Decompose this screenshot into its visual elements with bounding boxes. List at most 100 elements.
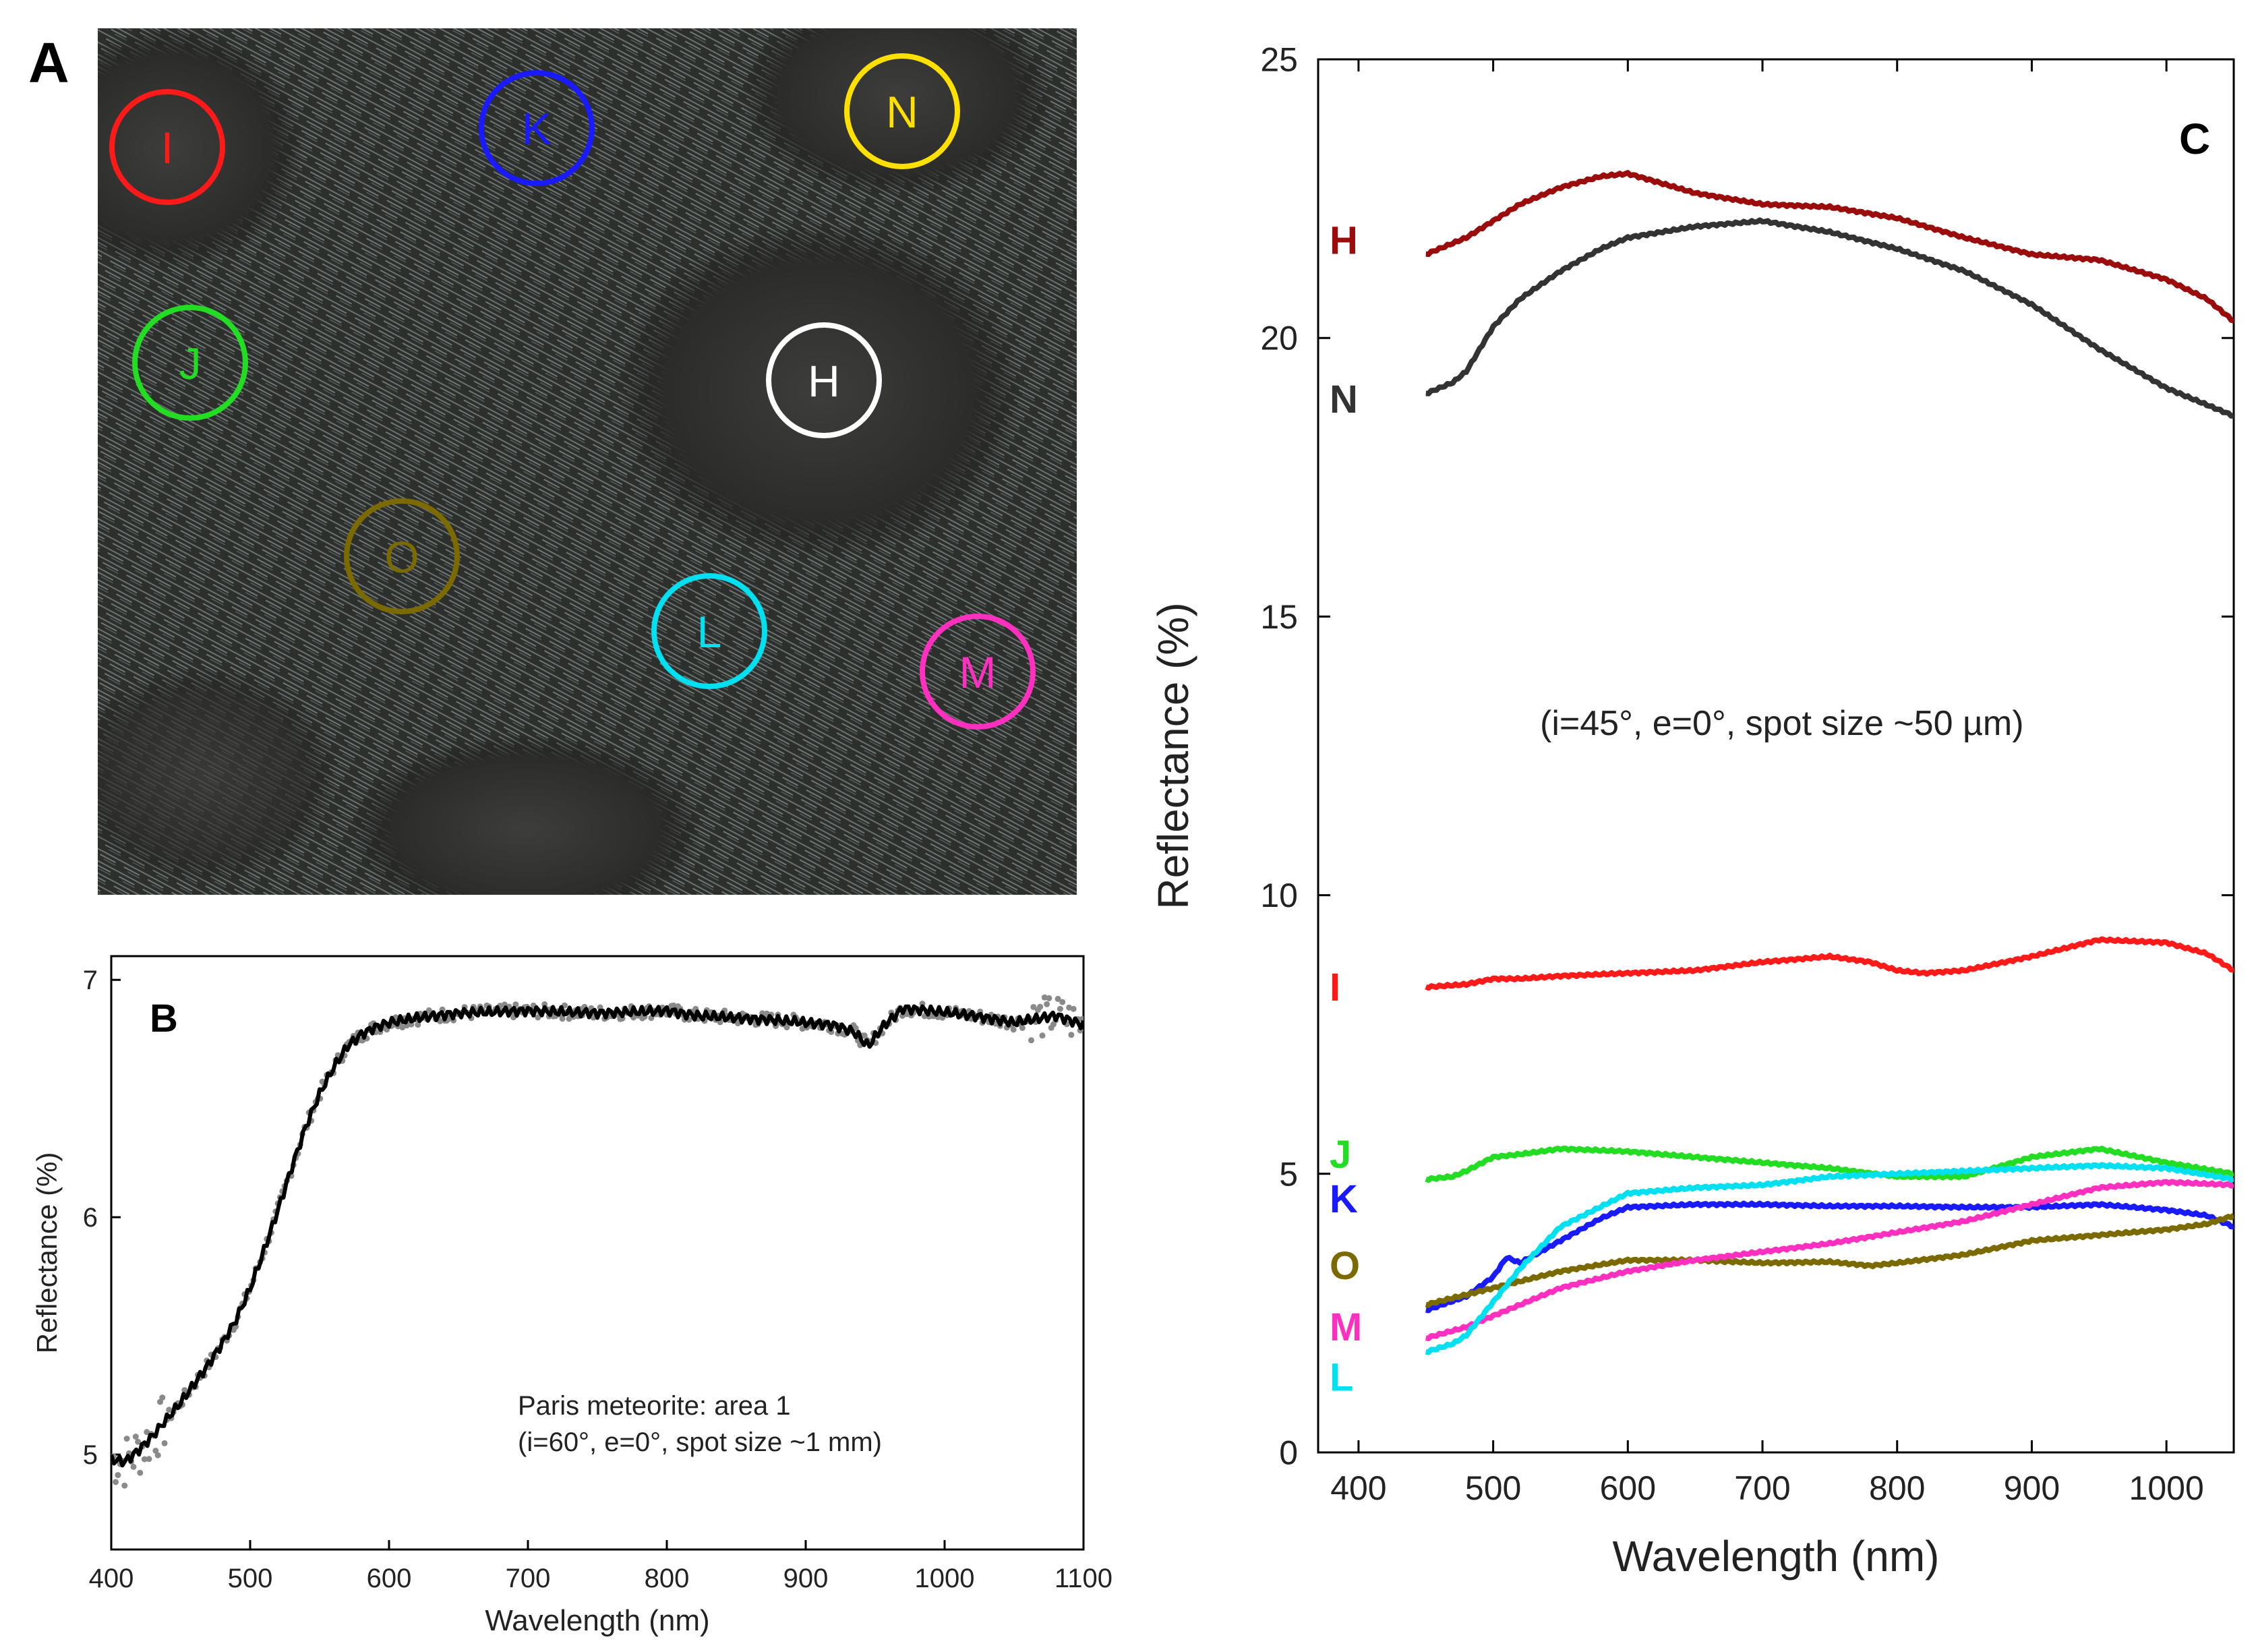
series-label-h: H xyxy=(1330,219,1358,263)
micrograph-dark-area xyxy=(351,735,701,895)
micrograph-chondrule xyxy=(617,223,1021,560)
measurement-point xyxy=(1028,1037,1034,1044)
spot-label: N xyxy=(886,87,918,137)
measurement-point xyxy=(1037,1003,1044,1010)
panel-c-x-label: Wavelength (nm) xyxy=(1613,1532,1940,1581)
spot-marker-m: M xyxy=(920,614,1036,730)
spot-label: J xyxy=(179,338,202,388)
panel-b-letter: B xyxy=(150,997,178,1040)
measurement-point xyxy=(1039,1032,1046,1039)
measurement-point xyxy=(1044,1001,1050,1007)
measurement-point xyxy=(1059,999,1066,1005)
x-tick-label: 800 xyxy=(1869,1469,1925,1507)
series-label-o: O xyxy=(1330,1244,1360,1288)
series-label-i: I xyxy=(1330,966,1340,1009)
series-line-o xyxy=(1425,1213,2234,1308)
measurement-point xyxy=(1030,1004,1037,1010)
spot-circle xyxy=(344,498,460,614)
measurement-point xyxy=(1019,1024,1026,1031)
series-label-k: K xyxy=(1330,1177,1358,1221)
panel-b-chart: 400 500 600 700 800 900 1000 1100 5 6 7 B Paris me… xyxy=(31,955,1112,1637)
micrograph-dark-area xyxy=(98,28,303,270)
spot-marker-o: O xyxy=(344,498,460,614)
spot-marker-l: L xyxy=(651,573,767,689)
micrograph-dark-area xyxy=(98,668,337,883)
measurement-point xyxy=(166,1407,173,1413)
measurement-point xyxy=(113,1479,119,1485)
series-label-j: J xyxy=(1330,1133,1351,1177)
measurement-point xyxy=(154,1452,161,1458)
y-tick-label: 20 xyxy=(1260,320,1298,357)
measurement-point xyxy=(132,1434,139,1440)
series-label-n: N xyxy=(1330,378,1358,421)
panel-c-letter: C xyxy=(2179,115,2210,163)
measurement-point xyxy=(152,1448,159,1454)
micrograph-dark-area xyxy=(742,28,1052,196)
measurement-point xyxy=(161,1440,168,1446)
spot-circle xyxy=(920,614,1036,730)
panel-b-y-label: Reflectance (%) xyxy=(31,1152,63,1354)
y-tick-label: 5 xyxy=(1279,1155,1298,1193)
measurement-point xyxy=(1046,995,1052,1001)
measurement-point xyxy=(115,1472,121,1479)
spot-marker-j: J xyxy=(132,305,248,421)
series-line-smoothed xyxy=(111,1004,1084,1468)
x-tick-label: 900 xyxy=(783,1564,829,1593)
x-tick-label: 1000 xyxy=(2129,1469,2204,1507)
spot-marker-k: K xyxy=(479,70,595,186)
panel-c-annotation: (i=45°, e=0°, spot size ~50 µm) xyxy=(1540,704,2024,743)
x-tick-label: 700 xyxy=(506,1564,551,1593)
x-tick-label: 500 xyxy=(1465,1469,1521,1507)
measurement-point xyxy=(181,1387,188,1394)
spot-circle xyxy=(109,89,225,205)
x-tick-label: 900 xyxy=(2004,1469,2060,1507)
measurement-point xyxy=(137,1469,144,1476)
series-label-m: M xyxy=(1330,1305,1362,1349)
measurement-point xyxy=(559,1015,566,1022)
spot-circle xyxy=(651,573,767,689)
x-tick-label: 400 xyxy=(89,1564,134,1593)
spot-marker-n: N xyxy=(844,53,960,169)
spot-circle xyxy=(844,53,960,169)
spot-marker-i: I xyxy=(109,89,225,205)
panel-c-y-label: Reflectance (%) xyxy=(1149,602,1197,909)
x-tick-label: 400 xyxy=(1330,1469,1386,1507)
panel-b-annotation-line2: (i=60°, e=0°, spot size ~1 mm) xyxy=(518,1427,882,1457)
panel-c-chart: 400 500 600 700 800 900 1000 0 5 10 15 20 25 H N I JKOM… xyxy=(1149,41,2235,1581)
series-line-k xyxy=(1425,1200,2234,1314)
measurement-point xyxy=(130,1463,137,1470)
measurement-point xyxy=(852,1025,859,1032)
y-tick-label: 0 xyxy=(1279,1434,1298,1472)
series-line-m xyxy=(1425,1179,2234,1341)
x-tick-label: 600 xyxy=(1600,1469,1656,1507)
measurement-point xyxy=(123,1436,130,1442)
spot-label: H xyxy=(808,356,840,406)
spot-label: K xyxy=(522,104,552,154)
spot-circle xyxy=(479,70,595,186)
spot-label: I xyxy=(161,123,173,173)
panel-a-micrograph: I K N J H O L M xyxy=(98,28,1077,895)
series-line-n xyxy=(1425,217,2234,419)
panel-b-x-label: Wavelength (nm) xyxy=(485,1604,709,1637)
spot-circle xyxy=(766,322,882,438)
measurement-point xyxy=(1068,1032,1075,1038)
y-tick-label: 15 xyxy=(1260,598,1298,636)
measurement-point xyxy=(146,1456,152,1463)
y-tick-label: 7 xyxy=(83,966,98,995)
y-tick-label: 10 xyxy=(1260,877,1298,914)
spot-marker-h: H xyxy=(766,322,882,438)
measurement-point xyxy=(121,1482,128,1489)
x-tick-label: 600 xyxy=(367,1564,412,1593)
panel-b-annotation-line1: Paris meteorite: area 1 xyxy=(518,1391,791,1421)
measurement-point xyxy=(1057,1005,1063,1012)
y-tick-label: 25 xyxy=(1260,41,1298,79)
panel-b-axes-frame xyxy=(110,955,1085,1551)
measurement-point xyxy=(135,1438,142,1445)
x-tick-label: 800 xyxy=(645,1564,690,1593)
measurement-point xyxy=(159,1394,166,1401)
panel-c-axes-frame xyxy=(1317,58,2235,1454)
series-line-i xyxy=(1425,936,2234,991)
series-line-l xyxy=(1425,1162,2234,1355)
y-tick-label: 6 xyxy=(83,1203,98,1233)
